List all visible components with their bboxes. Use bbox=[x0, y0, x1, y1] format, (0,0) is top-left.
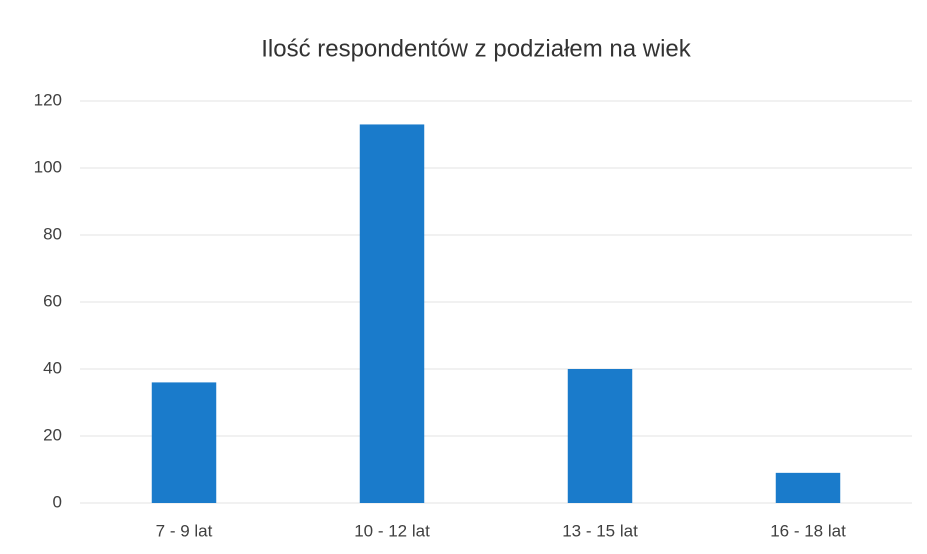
x-tick-label: 7 - 9 lat bbox=[156, 521, 213, 540]
y-tick-label: 60 bbox=[43, 291, 62, 310]
y-tick-label: 40 bbox=[43, 358, 62, 377]
x-tick-label: 10 - 12 lat bbox=[354, 521, 430, 540]
y-tick-label: 100 bbox=[34, 157, 62, 176]
y-tick-label: 0 bbox=[53, 492, 62, 511]
bar bbox=[775, 472, 841, 503]
bar bbox=[567, 369, 633, 503]
bar bbox=[359, 124, 425, 503]
bar bbox=[151, 382, 217, 503]
y-tick-label: 120 bbox=[34, 90, 62, 109]
x-tick-label: 16 - 18 lat bbox=[770, 521, 846, 540]
chart-title: Ilość respondentów z podziałem na wiek bbox=[261, 35, 692, 62]
y-tick-label: 80 bbox=[43, 224, 62, 243]
y-tick-label: 20 bbox=[43, 425, 62, 444]
x-tick-label: 13 - 15 lat bbox=[562, 521, 638, 540]
